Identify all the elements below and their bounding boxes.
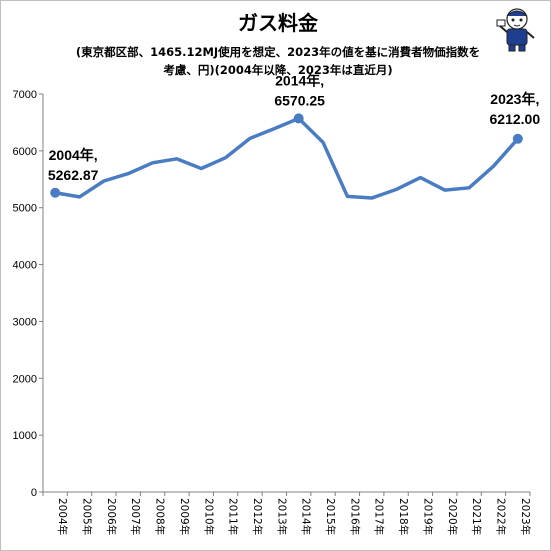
- x-tick-group: 2018年: [397, 498, 410, 535]
- chart-subtitle-line-1: (東京都区部、1465.12MJ使用を想定、2023年の値を基に消費者物価指数を: [76, 45, 480, 59]
- x-tick-group: 2012年: [251, 498, 264, 535]
- x-tick-label: 2015年: [324, 498, 337, 535]
- series-line: [53, 116, 520, 200]
- mascot-icon: [496, 8, 535, 52]
- x-tick-group: 2005年: [81, 498, 94, 535]
- x-tick-group: 2006年: [105, 498, 118, 535]
- x-tick-label: 2019年: [421, 498, 434, 535]
- x-tick-group: 2010年: [202, 498, 215, 535]
- x-tick-group: 2014年: [300, 498, 313, 535]
- x-tick-group: 2023年: [519, 498, 532, 535]
- y-tick-label: 4000: [13, 260, 37, 272]
- data-label-value: 5262.87: [48, 167, 99, 183]
- x-tick-label: 2017年: [373, 498, 386, 535]
- x-tick-label: 2010年: [202, 498, 215, 535]
- y-tick-label: 0: [31, 487, 37, 499]
- data-point-marker: [293, 113, 304, 124]
- x-tick-group: 2008年: [154, 498, 167, 535]
- x-tick-label: 2006年: [105, 498, 118, 535]
- data-label-year: 2023年,: [490, 91, 539, 107]
- x-tick-group: 2007年: [129, 498, 142, 535]
- data-label-value: 6570.25: [274, 92, 325, 108]
- x-tick-label: 2014年: [300, 498, 313, 535]
- x-tick-group: 2015年: [324, 498, 337, 535]
- x-tick-label: 2023年: [519, 498, 532, 535]
- y-tick-label: 2000: [13, 373, 37, 385]
- chart-title: ガス料金: [238, 11, 319, 35]
- x-tick-group: 2021年: [470, 498, 483, 535]
- data-label-year: 2014年,: [275, 72, 324, 88]
- x-tick-label: 2016年: [348, 498, 361, 535]
- x-tick-label: 2020年: [446, 498, 459, 535]
- x-tick-group: 2011年: [227, 498, 240, 535]
- x-tick-group: 2009年: [178, 498, 191, 535]
- x-tick-group: 2013年: [275, 498, 288, 535]
- x-tick-group: 2020年: [446, 498, 459, 535]
- data-label-value: 6212.00: [490, 111, 541, 127]
- x-tick-label: 2007年: [129, 498, 142, 535]
- x-tick-label: 2022年: [494, 498, 507, 535]
- data-point-marker: [512, 133, 523, 144]
- x-tick-label: 2013年: [275, 498, 288, 535]
- y-tick-label: 5000: [13, 203, 37, 215]
- x-tick-label: 2004年: [56, 498, 69, 535]
- x-tick-label: 2012年: [251, 498, 264, 535]
- x-tick-group: 2019年: [421, 498, 434, 535]
- x-tick-label: 2018年: [397, 498, 410, 535]
- x-tick-label: 2005年: [81, 498, 94, 535]
- data-label-year: 2004年,: [49, 147, 98, 163]
- y-tick-label: 3000: [13, 316, 37, 328]
- y-tick-label: 1000: [13, 430, 37, 442]
- x-tick-group: 2022年: [494, 498, 507, 535]
- x-tick-label: 2021年: [470, 498, 483, 535]
- x-tick-label: 2011年: [227, 498, 240, 535]
- x-tick-label: 2008年: [154, 498, 167, 535]
- y-tick-label: 7000: [13, 89, 37, 101]
- x-tick-label: 2009年: [178, 498, 191, 535]
- y-tick-label: 6000: [13, 146, 37, 158]
- data-point-marker: [50, 187, 61, 198]
- x-tick-group: 2004年: [56, 498, 69, 535]
- chart-subtitle-line-2: 考慮、円)(2004年以降、2023年は直近月): [163, 63, 392, 77]
- x-tick-group: 2016年: [348, 498, 361, 535]
- x-tick-group: 2017年: [373, 498, 386, 535]
